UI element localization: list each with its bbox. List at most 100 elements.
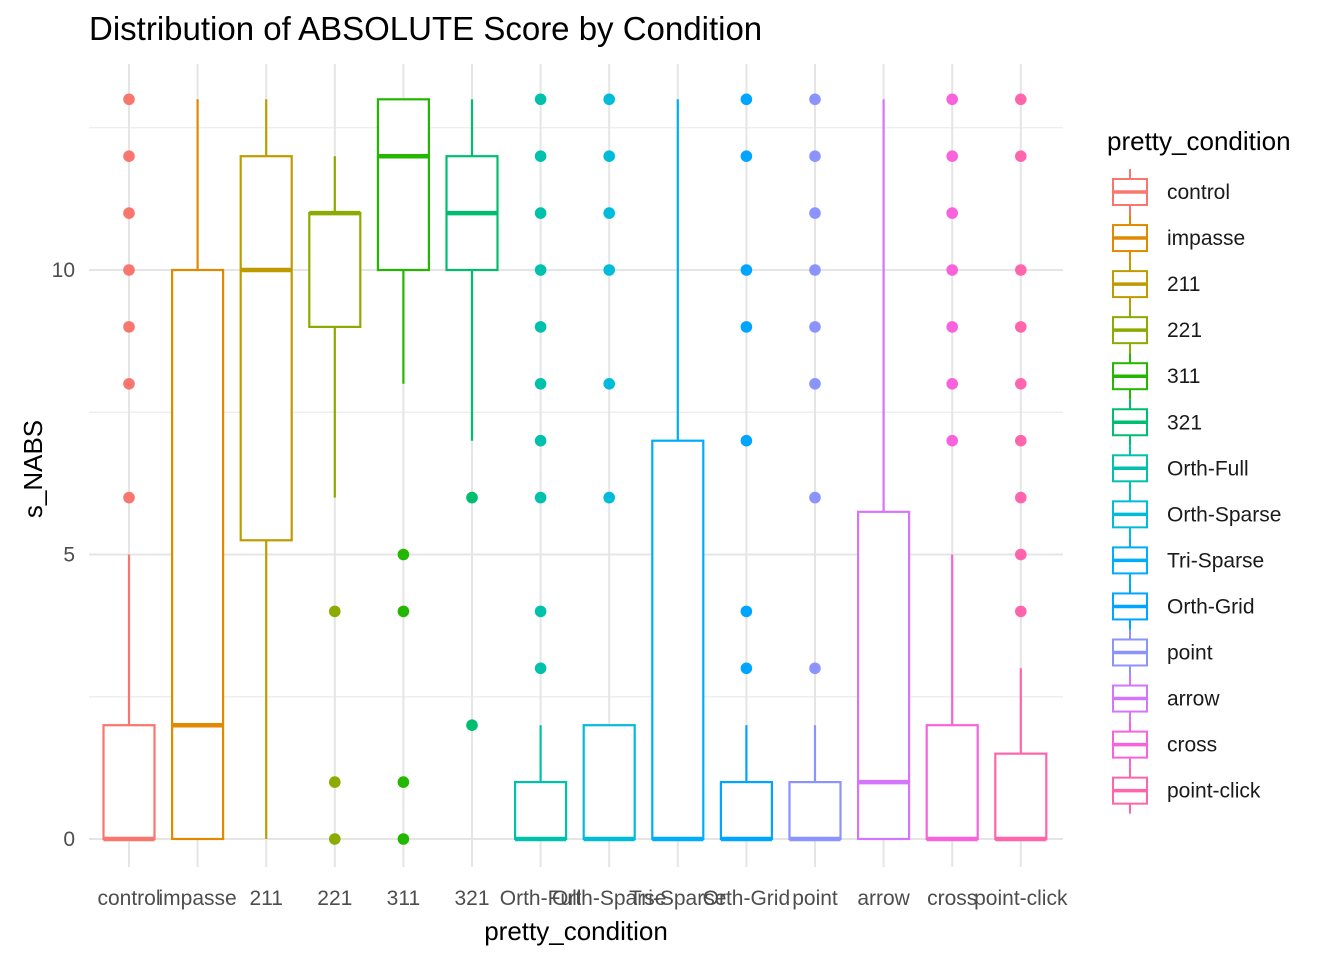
legend-label: 311 xyxy=(1167,365,1200,388)
x-tick-label: cross xyxy=(927,887,977,910)
legend-item-point: point xyxy=(1112,629,1213,676)
outlier-point xyxy=(534,264,547,276)
outlier-point xyxy=(534,434,547,447)
boxplot-point-click xyxy=(994,93,1048,842)
outlier-point xyxy=(1015,378,1027,390)
outlier-point xyxy=(534,491,547,504)
legend-label: 221 xyxy=(1167,319,1202,342)
boxplot-Orth-Full xyxy=(513,93,568,842)
outlier-point xyxy=(603,378,615,390)
plot-area xyxy=(102,93,1048,845)
x-tick-label: 311 xyxy=(387,887,420,910)
x-tick-label: point xyxy=(792,887,838,910)
box xyxy=(994,752,1048,841)
box xyxy=(171,268,225,841)
x-axis-title: pretty_condition xyxy=(484,916,668,946)
outlier-point xyxy=(740,264,753,276)
legend-label: Orth-Sparse xyxy=(1167,503,1281,526)
outlier-point xyxy=(1015,93,1027,106)
outlier-point xyxy=(740,605,753,618)
outlier-point xyxy=(123,207,135,219)
legend-label: point xyxy=(1167,642,1213,665)
legend-item-Tri-Sparse: Tri-Sparse xyxy=(1112,537,1264,584)
boxplot-Orth-Grid xyxy=(719,93,774,842)
legend-label: impasse xyxy=(1167,227,1245,250)
outlier-point xyxy=(534,150,547,162)
outlier-point xyxy=(740,93,753,106)
boxplot-311 xyxy=(376,98,430,845)
box xyxy=(376,98,430,272)
outlier-point xyxy=(809,207,821,219)
legend-label: point-click xyxy=(1167,780,1261,803)
chart-title: Distribution of ABSOLUTE Score by Condit… xyxy=(89,10,762,47)
outlier-point xyxy=(740,321,753,333)
y-tick-label: 10 xyxy=(52,259,75,282)
outlier-point xyxy=(534,605,547,618)
outlier-point xyxy=(329,605,341,618)
outlier-point xyxy=(809,491,821,504)
box xyxy=(582,724,636,841)
legend-label: control xyxy=(1167,181,1230,204)
boxplot-control xyxy=(102,93,156,842)
boxplot-Orth-Sparse xyxy=(582,93,636,842)
x-tick-label: impasse xyxy=(158,887,236,910)
outlier-point xyxy=(1015,548,1027,561)
legend-item-point-click: point-click xyxy=(1112,767,1261,814)
outlier-point xyxy=(809,321,821,333)
outlier-point xyxy=(946,150,958,162)
boxplot-impasse xyxy=(171,99,225,841)
outlier-point xyxy=(466,491,478,504)
outlier-point xyxy=(397,548,410,561)
outlier-point xyxy=(740,662,753,675)
outlier-point xyxy=(123,321,135,333)
boxplot-321 xyxy=(445,99,499,731)
grid-lines xyxy=(89,64,1063,867)
outlier-point xyxy=(123,150,135,162)
outlier-point xyxy=(946,93,958,106)
legend-item-Orth-Sparse: Orth-Sparse xyxy=(1112,491,1281,538)
box xyxy=(102,724,156,841)
outlier-point xyxy=(397,776,410,788)
legend-title: pretty_condition xyxy=(1107,126,1291,156)
legend-item-cross: cross xyxy=(1112,721,1217,768)
outlier-point xyxy=(809,93,821,106)
outlier-point xyxy=(123,491,135,504)
outlier-point xyxy=(534,662,547,675)
box xyxy=(308,212,362,329)
x-tick-label: point-click xyxy=(974,887,1068,910)
outlier-point xyxy=(603,264,615,276)
outlier-point xyxy=(809,264,821,276)
legend-label: arrow xyxy=(1167,688,1220,711)
box xyxy=(651,439,705,841)
legend-item-211: 211 xyxy=(1112,261,1200,308)
outlier-point xyxy=(1015,491,1027,504)
legend-label: Tri-Sparse xyxy=(1167,549,1264,572)
box xyxy=(788,780,842,841)
legend-item-control: control xyxy=(1112,169,1230,215)
outlier-point xyxy=(946,207,958,219)
y-axis-ticks: 0 5 10 xyxy=(52,259,75,851)
y-tick-label: 5 xyxy=(63,544,75,567)
outlier-point xyxy=(809,662,821,675)
box xyxy=(925,724,979,841)
outlier-point xyxy=(534,378,547,390)
outlier-point xyxy=(329,833,341,845)
boxplot-221 xyxy=(308,156,362,845)
outlier-point xyxy=(809,378,821,390)
x-tick-label: Tri-Sparse xyxy=(629,887,726,910)
x-tick-label: 321 xyxy=(454,887,489,910)
outlier-point xyxy=(1015,605,1027,618)
x-tick-label: Orth-Grid xyxy=(703,887,791,910)
outlier-point xyxy=(123,93,135,106)
x-tick-label: Orth-Sparse xyxy=(552,887,666,910)
outlier-point xyxy=(740,150,753,162)
outlier-point xyxy=(1015,434,1027,447)
y-tick-label: 0 xyxy=(63,828,75,851)
outlier-point xyxy=(123,378,135,390)
legend-item-321: 321 xyxy=(1112,399,1202,446)
boxplot-Tri-Sparse xyxy=(651,99,705,842)
outlier-point xyxy=(534,207,547,219)
outlier-point xyxy=(397,833,410,845)
